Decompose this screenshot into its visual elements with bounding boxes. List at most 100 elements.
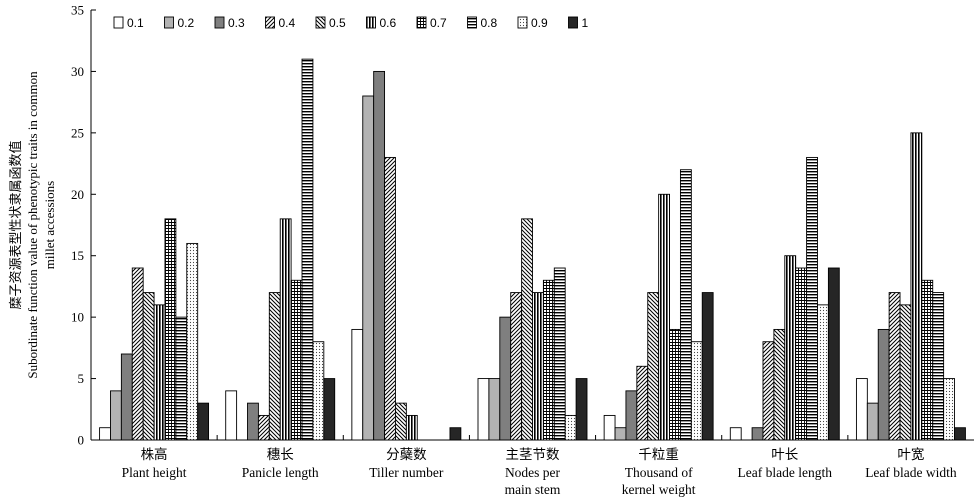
legend-label-0.1: 0.1 (127, 16, 144, 30)
bar-0.6-cat-1 (279, 218, 292, 441)
bar-0.5-cat-6 (899, 304, 912, 441)
category-label-cn: 叶宽 (897, 446, 924, 462)
category-label-en: Plant height (122, 465, 187, 480)
legend-label-0.5: 0.5 (329, 16, 346, 30)
legend: 0.1 0.2 0.3 0.4 0.5 0.6 0.7 0.8 0.9 1 (113, 16, 589, 30)
legend-swatch-0.8 (467, 16, 477, 29)
category-label-en: Leaf blade length (738, 465, 833, 480)
bar-0.6-cat-4 (658, 193, 670, 441)
y-axis-label-line: Subordinate function value of phenotypic… (25, 71, 40, 379)
legend-label-1: 1 (582, 16, 589, 30)
legend-label-0.6: 0.6 (380, 16, 397, 30)
y-tick-label: 15 (71, 248, 84, 263)
y-tick-label: 30 (71, 64, 84, 79)
bar-0.2-cat-3 (488, 378, 501, 441)
bar-1-cat-2 (449, 427, 462, 441)
y-axis-label: 糜子资源表型性状隶属函数值 Subordinate function value … (8, 71, 57, 379)
bar-0.7-cat-3 (542, 279, 555, 441)
bar-0.1-cat-4 (603, 414, 616, 441)
bar-0.8-cat-5 (806, 156, 818, 441)
bar-0.4-cat-1 (257, 414, 270, 441)
legend-swatch-1 (568, 16, 578, 29)
bar-0.1-cat-2 (351, 328, 364, 441)
bar-0.2-cat-2 (362, 95, 375, 441)
legend-label-0.4: 0.4 (279, 16, 296, 30)
bar-0.5-cat-2 (395, 402, 407, 441)
bar-0.3-cat-5 (751, 427, 764, 441)
bar-0.9-cat-4 (690, 341, 703, 441)
category-label-en: Nodes per (505, 465, 561, 480)
bar-0.5-cat-4 (647, 292, 660, 441)
bar-0.4-cat-2 (384, 156, 396, 441)
y-tick-label: 25 (71, 125, 84, 140)
bar-0.9-cat-1 (312, 341, 325, 441)
y-tick-label: 0 (78, 433, 85, 448)
category-label-cn: 穗长 (267, 447, 294, 462)
legend-swatch-0.7 (416, 16, 427, 29)
bar-0.2-cat-6 (866, 402, 879, 441)
category-label-cn: 千粒重 (638, 447, 679, 462)
bar-0.3-cat-0 (120, 353, 133, 441)
bar-0.6-cat-0 (153, 304, 166, 441)
y-axis-label-line: 糜子资源表型性状隶属函数值 (8, 140, 23, 309)
legend-swatch-0.6 (366, 16, 376, 29)
bar-0.4-cat-6 (888, 292, 901, 441)
legend-swatch-0.3 (214, 16, 225, 29)
bar-1-cat-0 (197, 402, 210, 441)
bar-0.2-cat-4 (614, 427, 627, 441)
bar-0.8-cat-6 (932, 292, 945, 441)
bar-0.3-cat-2 (373, 70, 386, 441)
bar-0.9-cat-3 (564, 414, 577, 441)
bar-0.5-cat-3 (521, 218, 533, 441)
bar-0.6-cat-3 (532, 292, 544, 441)
bar-0.7-cat-4 (669, 328, 681, 441)
bar-0.7-cat-5 (795, 267, 808, 441)
legend-label-0.3: 0.3 (228, 16, 245, 30)
bar-0.7-cat-1 (290, 279, 303, 441)
bar-1-cat-3 (575, 378, 588, 441)
category-label-en: kernel weight (622, 482, 696, 497)
category-label-en: Tiller number (369, 465, 444, 480)
bar-1-cat-4 (701, 292, 714, 441)
bar-0.6-cat-5 (784, 255, 797, 441)
legend-swatch-0.1 (113, 16, 124, 29)
bars (99, 58, 966, 441)
category-label-en: main stem (505, 482, 561, 497)
y-tick-label: 35 (71, 3, 84, 18)
legend-label-0.7: 0.7 (430, 16, 447, 30)
bar-1-cat-6 (954, 427, 966, 441)
category-label-en: Thousand of (625, 465, 693, 480)
bar-0.2-cat-0 (110, 390, 122, 441)
bar-0.8-cat-1 (301, 58, 314, 441)
bar-0.3-cat-3 (499, 316, 512, 441)
legend-swatch-0.2 (164, 16, 174, 29)
bar-0.1-cat-6 (855, 378, 868, 441)
category-labels: 株高 Plant height 穗长 Panicle length 分蘖数 Tiller … (122, 446, 957, 497)
category-label-cn: 株高 (141, 446, 168, 462)
bar-0.9-cat-0 (186, 242, 199, 441)
category-label-en: Leaf blade width (865, 465, 957, 480)
y-tick-label: 10 (71, 310, 84, 325)
bar-0.3-cat-6 (877, 328, 890, 441)
bar-0.6-cat-6 (910, 132, 923, 441)
bar-0.9-cat-6 (943, 378, 955, 441)
legend-label-0.9: 0.9 (531, 16, 548, 30)
category-label-cn: 叶长 (771, 447, 798, 462)
legend-label-0.8: 0.8 (481, 16, 498, 30)
bar-0.7-cat-6 (921, 279, 934, 441)
category-label-en: Panicle length (242, 465, 319, 480)
bar-0.4-cat-3 (510, 292, 523, 441)
bar-0.1-cat-5 (729, 427, 742, 441)
y-tick-label: 20 (71, 187, 84, 202)
bar-0.4-cat-4 (636, 365, 649, 441)
bar-0.8-cat-4 (679, 169, 692, 441)
category-label-cn: 主茎节数 (506, 447, 560, 462)
bar-0.4-cat-0 (131, 267, 144, 441)
bar-0.1-cat-3 (477, 378, 490, 441)
bar-0.1-cat-1 (225, 390, 238, 441)
bar-0.1-cat-0 (99, 427, 111, 441)
bar-0.8-cat-3 (553, 267, 566, 441)
bar-0.3-cat-4 (625, 390, 638, 441)
bar-0.9-cat-5 (817, 304, 829, 441)
